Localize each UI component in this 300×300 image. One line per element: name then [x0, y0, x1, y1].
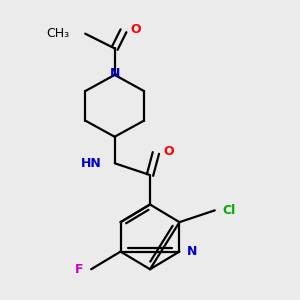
- Text: N: N: [110, 67, 120, 80]
- Text: N: N: [187, 245, 197, 258]
- Text: O: O: [131, 23, 142, 36]
- Text: HN: HN: [81, 157, 101, 170]
- Text: CH₃: CH₃: [46, 27, 69, 40]
- Text: Cl: Cl: [222, 204, 236, 217]
- Text: F: F: [75, 263, 84, 276]
- Text: O: O: [163, 145, 174, 158]
